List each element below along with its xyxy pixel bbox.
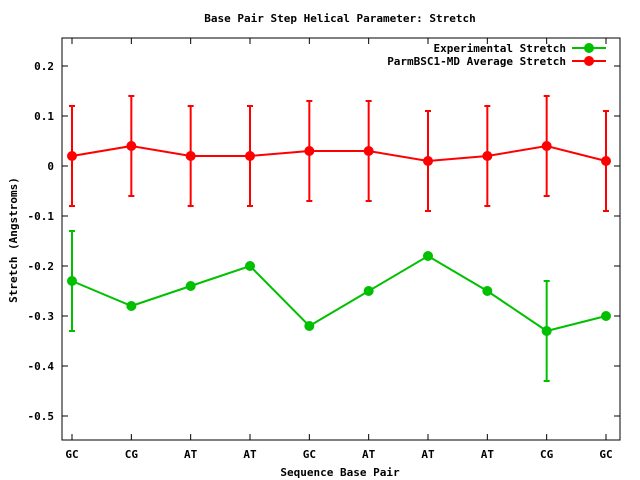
data-point — [126, 301, 137, 311]
y-tick-label: 0.1 — [34, 110, 54, 123]
x-tick-label: AT — [184, 448, 198, 461]
x-tick-label: CG — [125, 448, 139, 461]
data-point — [304, 146, 315, 156]
x-tick-label: AT — [243, 448, 257, 461]
x-tick-label: GC — [303, 448, 316, 461]
legend-swatch-marker — [584, 43, 594, 53]
x-tick-label: AT — [421, 448, 435, 461]
y-tick-label: -0.4 — [28, 360, 55, 373]
y-tick-label: -0.3 — [28, 310, 55, 323]
plot-border — [61, 37, 621, 441]
data-point — [185, 281, 196, 291]
data-point — [423, 156, 433, 166]
data-point — [363, 146, 374, 156]
x-tick-label: AT — [362, 448, 376, 461]
legend-label: ParmBSC1-MD Average Stretch — [387, 55, 566, 68]
x-tick-label: AT — [481, 448, 495, 461]
data-point — [67, 276, 77, 286]
data-point — [601, 156, 611, 166]
data-point — [245, 261, 255, 271]
data-point — [482, 286, 493, 296]
y-axis-label: Stretch (Angstroms) — [7, 177, 20, 303]
data-point — [541, 141, 552, 151]
x-tick-label: GC — [599, 448, 612, 461]
data-point — [363, 286, 374, 296]
y-tick-label: -0.2 — [28, 260, 55, 273]
series-experimental-stretch — [67, 230, 611, 382]
data-point — [482, 151, 493, 161]
data-point — [601, 311, 611, 321]
series-line — [71, 254, 607, 333]
legend-label: Experimental Stretch — [434, 42, 566, 55]
x-tick-label: GC — [65, 448, 78, 461]
data-point — [67, 151, 77, 161]
data-point — [126, 141, 137, 151]
data-point — [423, 251, 433, 261]
y-tick-label: 0 — [47, 160, 54, 173]
x-axis-label: Sequence Base Pair — [280, 466, 400, 479]
data-point — [185, 151, 196, 161]
y-tick-label: 0.2 — [34, 60, 54, 73]
data-point — [304, 321, 315, 331]
chart-title: Base Pair Step Helical Parameter: Stretc… — [204, 12, 476, 25]
data-point — [245, 151, 255, 161]
y-tick-label: -0.1 — [28, 210, 55, 223]
data-point — [541, 326, 552, 336]
series-line — [71, 144, 607, 163]
x-tick-label: CG — [540, 448, 554, 461]
legend-swatch-marker — [584, 56, 594, 66]
y-tick-label: -0.5 — [28, 410, 55, 423]
series-parmbsc1-md-average-stretch — [67, 95, 611, 212]
